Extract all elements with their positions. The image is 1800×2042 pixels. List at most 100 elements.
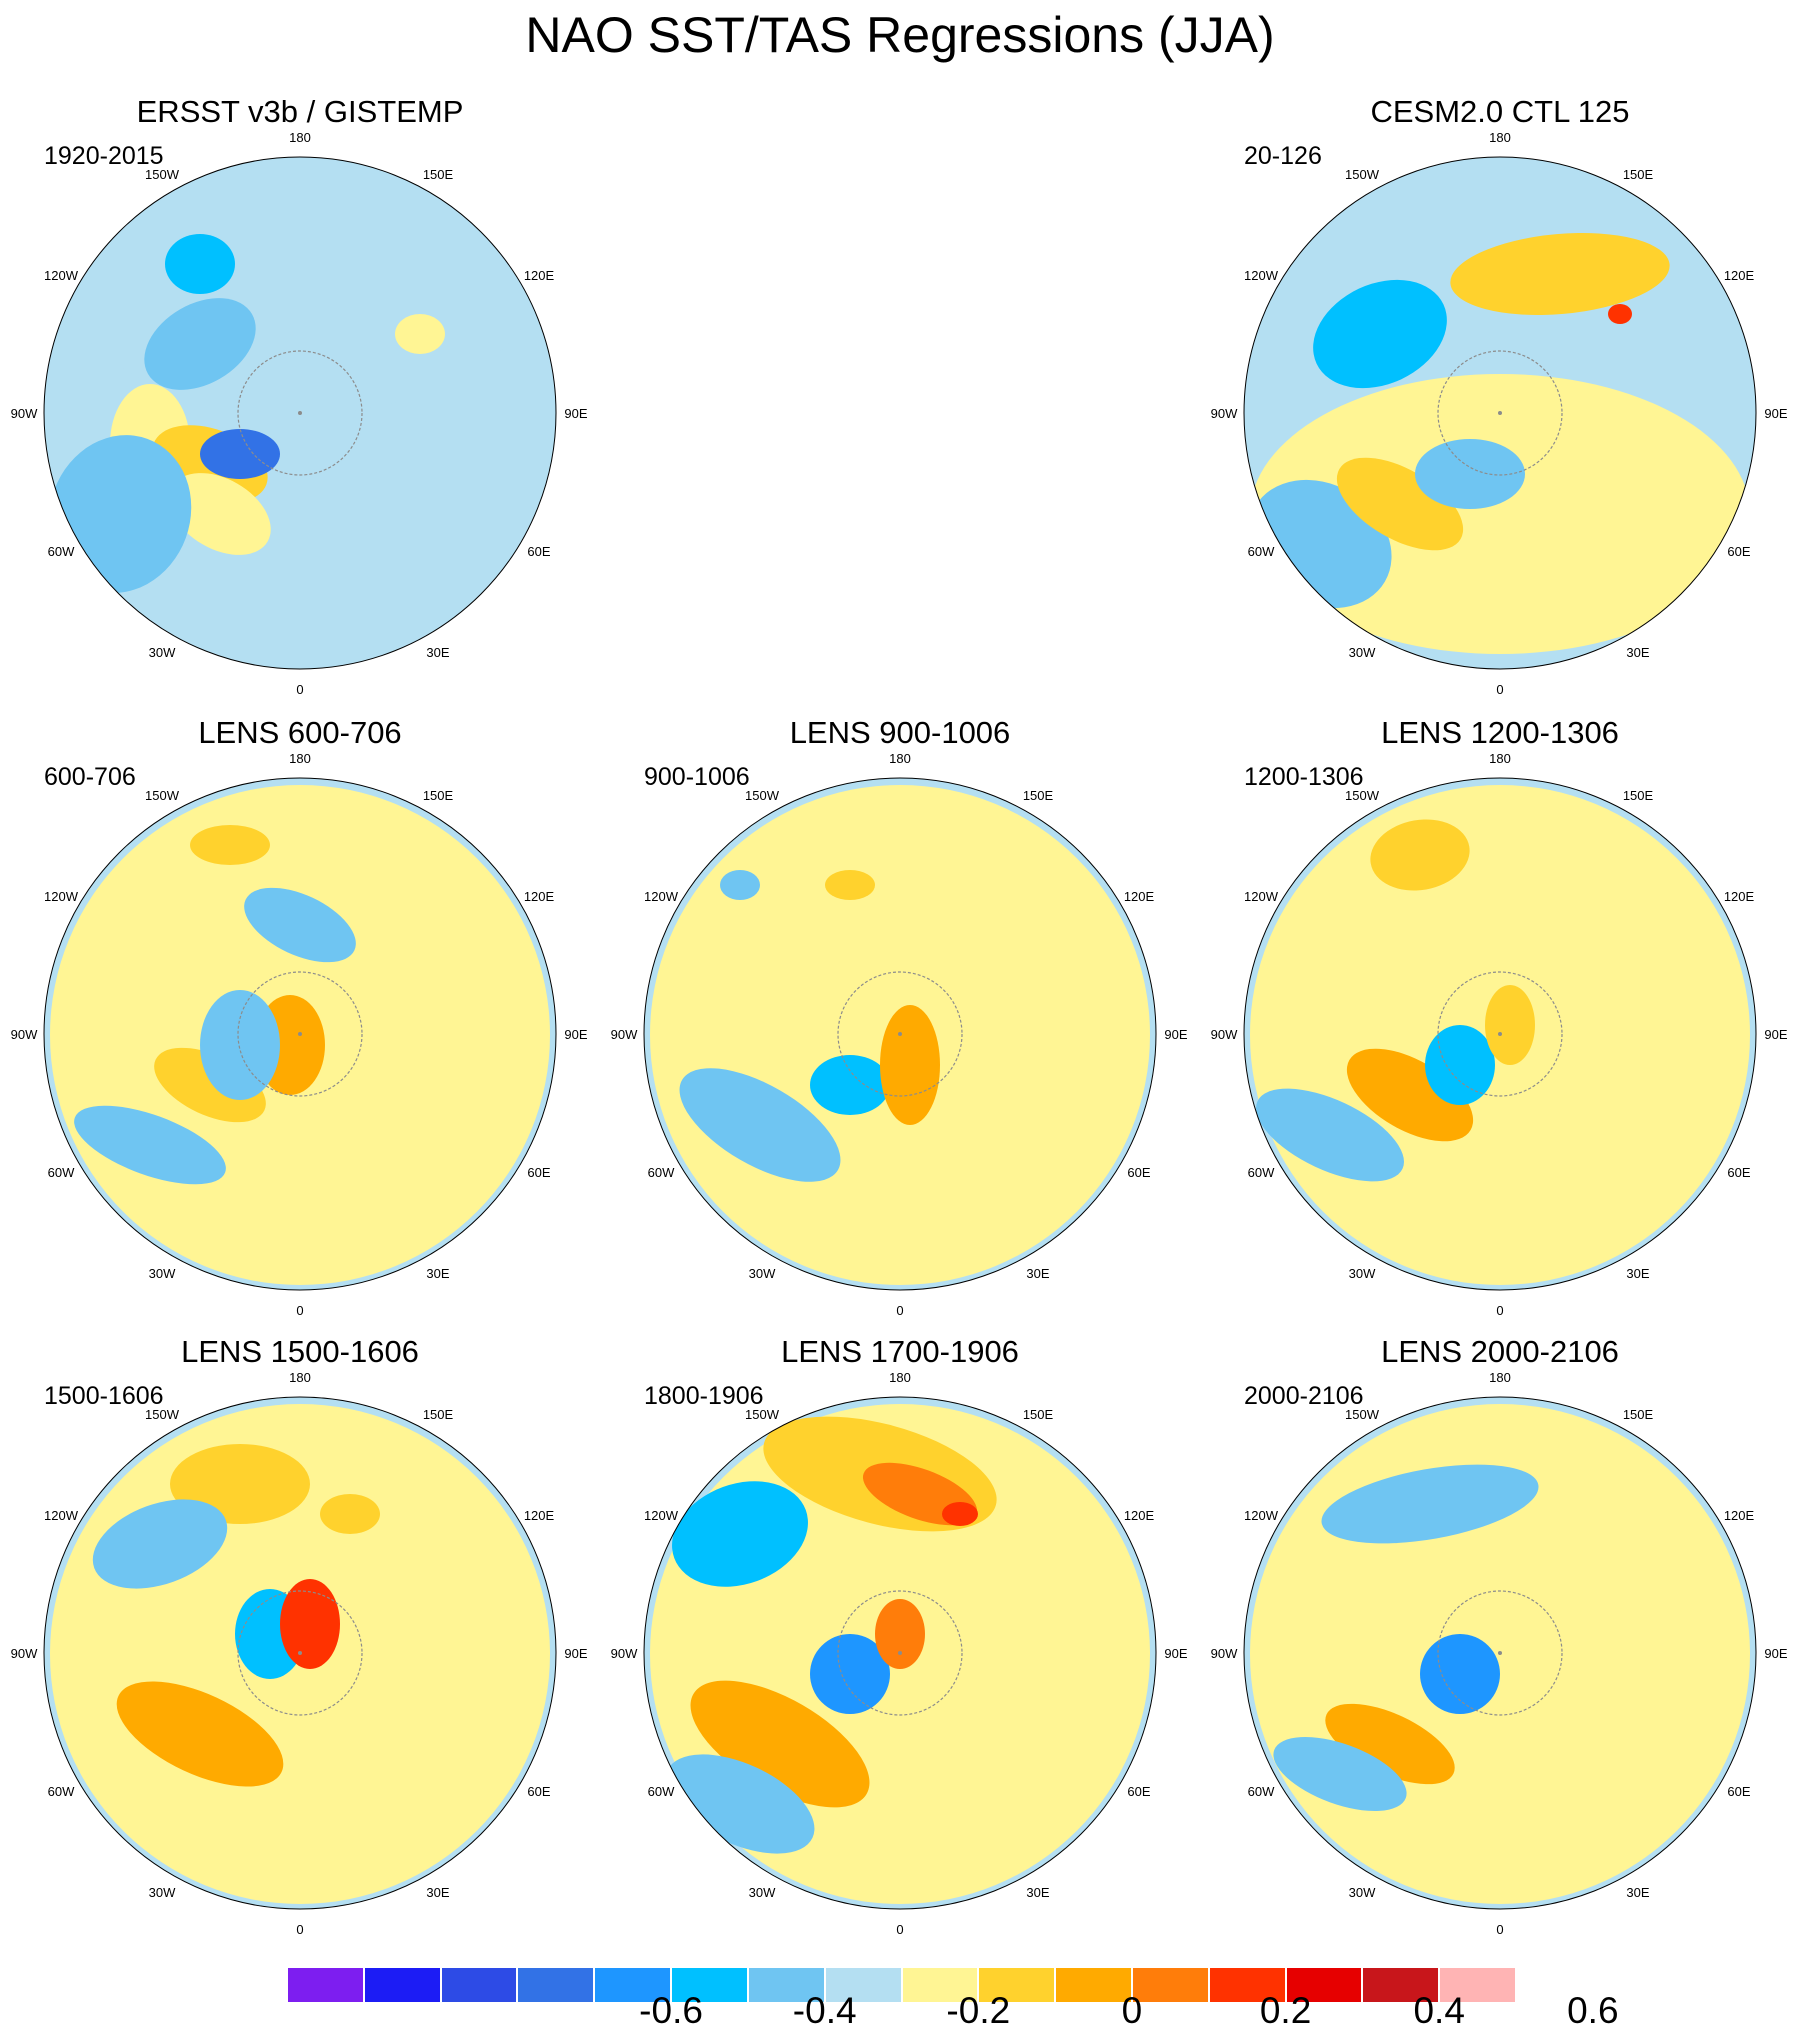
longitude-label: 0 bbox=[1496, 1922, 1503, 1937]
panel-title: LENS 900-1006 bbox=[789, 715, 1011, 750]
pole-marker bbox=[298, 1651, 302, 1655]
longitude-label: 120E bbox=[1724, 1508, 1755, 1523]
panel-title: LENS 600-706 bbox=[198, 715, 402, 750]
longitude-label: 120E bbox=[1724, 268, 1755, 283]
longitude-label: 90W bbox=[1211, 1646, 1238, 1661]
longitude-label: 30E bbox=[1626, 645, 1649, 660]
sst-anomaly bbox=[190, 825, 270, 865]
panel-title: LENS 1700-1906 bbox=[781, 1334, 1019, 1369]
longitude-label: 0 bbox=[1496, 1303, 1503, 1318]
longitude-label: 120E bbox=[524, 268, 555, 283]
colorbar-swatch bbox=[1439, 1967, 1516, 2003]
figure-title: NAO SST/TAS Regressions (JJA) bbox=[525, 7, 1275, 63]
colorbar-swatch bbox=[594, 1967, 672, 2003]
map-panel: LENS 600-706 600-706 180 150E 120E 90E 60E 30… bbox=[0, 715, 600, 1335]
polar-map: 180 150E 120E 90E 60E 30E 0 30W 60W 90W 120W 150W bbox=[11, 751, 588, 1318]
longitude-label: 90W bbox=[611, 1646, 638, 1661]
longitude-label: 150E bbox=[423, 1407, 454, 1422]
longitude-label: 60W bbox=[648, 1784, 675, 1799]
sst-anomaly bbox=[165, 234, 235, 294]
longitude-label: 120W bbox=[44, 1508, 79, 1523]
longitude-label: 150E bbox=[1623, 167, 1654, 182]
arctic-outline bbox=[237, 350, 363, 476]
colorbar-swatch bbox=[517, 1967, 595, 2003]
longitude-label: 30W bbox=[749, 1885, 776, 1900]
map-border bbox=[1243, 777, 1757, 1291]
longitude-label: 0 bbox=[296, 682, 303, 697]
longitude-label: 150W bbox=[145, 167, 180, 182]
arctic-outline bbox=[837, 1590, 963, 1716]
pole-marker bbox=[898, 1032, 902, 1036]
longitude-label: 90W bbox=[1211, 1027, 1238, 1042]
colorbar-swatch bbox=[978, 1967, 1056, 2003]
map-border bbox=[643, 777, 1157, 1291]
longitude-label: 180 bbox=[1489, 1370, 1511, 1385]
map-fill bbox=[644, 778, 1156, 1290]
map-panel: LENS 900-1006 900-1006 180 150E 120E 90E 60E… bbox=[600, 715, 1200, 1335]
longitude-label: 180 bbox=[289, 130, 311, 145]
polar-map: 180 150E 120E 90E 60E 30E 0 30W 60W 90W 120W 150W bbox=[1211, 1370, 1788, 1937]
sst-anomaly bbox=[1420, 1634, 1500, 1714]
longitude-label: 150W bbox=[745, 788, 780, 803]
longitude-label: 120E bbox=[1124, 889, 1155, 904]
sst-anomaly bbox=[810, 1055, 890, 1115]
sst-anomaly bbox=[810, 1634, 890, 1714]
polar-map: 180 150E 120E 90E 60E 30E 0 30W 60W 90W 120W 150W bbox=[11, 130, 588, 697]
map-border bbox=[643, 1396, 1157, 1910]
colorbar-swatch bbox=[747, 1967, 825, 2003]
longitude-label: 0 bbox=[296, 1303, 303, 1318]
panel-title: LENS 1500-1606 bbox=[181, 1334, 419, 1369]
sst-anomaly bbox=[1415, 439, 1525, 509]
longitude-label: 60W bbox=[648, 1165, 675, 1180]
sst-anomaly bbox=[1273, 1737, 1407, 1811]
map-fill bbox=[644, 1397, 1156, 1909]
sst-anomaly bbox=[116, 1681, 284, 1787]
map-fill bbox=[44, 778, 556, 1290]
arctic-outline bbox=[237, 1590, 363, 1716]
colorbar-swatch bbox=[1362, 1967, 1440, 2003]
sst-anomaly bbox=[60, 157, 540, 414]
longitude-label: 90E bbox=[1764, 406, 1787, 421]
longitude-label: 30E bbox=[1626, 1266, 1649, 1281]
longitude-label: 120W bbox=[1244, 268, 1279, 283]
longitude-label: 180 bbox=[289, 1370, 311, 1385]
map-panel: ERSST v3b / GISTEMP 1920-2015 180 150E 120… bbox=[0, 94, 600, 714]
map-border bbox=[43, 156, 557, 670]
longitude-label: 180 bbox=[1489, 130, 1511, 145]
panel-period: 1920-2015 bbox=[44, 142, 164, 170]
sst-anomaly bbox=[672, 1481, 808, 1587]
longitude-label: 150E bbox=[1623, 788, 1654, 803]
panel-title: CESM2.0 CTL 125 bbox=[1370, 94, 1630, 129]
panel-title: LENS 1200-1306 bbox=[1381, 715, 1619, 750]
pole-marker bbox=[298, 1032, 302, 1036]
sst-anomaly bbox=[320, 1494, 380, 1534]
longitude-label: 60W bbox=[1248, 1165, 1275, 1180]
longitude-label: 30W bbox=[149, 645, 176, 660]
polar-map: 180 150E 120E 90E 60E 30E 0 30W 60W 90W 120W 150W bbox=[611, 1370, 1188, 1937]
sst-anomaly bbox=[1336, 457, 1464, 551]
longitude-label: 90W bbox=[11, 1027, 38, 1042]
colorbar-swatch bbox=[824, 1967, 902, 2003]
pole-marker bbox=[1498, 1651, 1502, 1655]
longitude-label: 90W bbox=[1211, 406, 1238, 421]
longitude-label: 90E bbox=[1764, 1646, 1787, 1661]
pole-marker bbox=[1498, 1032, 1502, 1036]
map-border bbox=[1243, 1396, 1757, 1910]
longitude-label: 120W bbox=[1244, 889, 1279, 904]
colorbar-tick-label: 0 bbox=[1121, 1990, 1143, 2031]
longitude-label: 0 bbox=[896, 1922, 903, 1937]
sst-anomaly bbox=[280, 1579, 340, 1669]
longitude-label: 60E bbox=[527, 544, 550, 559]
longitude-label: 30E bbox=[426, 645, 449, 660]
colorbar-tick-label: 0.6 bbox=[1567, 1990, 1619, 2031]
panel-period: 1800-1906 bbox=[644, 1382, 764, 1410]
map-border bbox=[1243, 156, 1757, 670]
longitude-label: 60E bbox=[1727, 544, 1750, 559]
colorbar-swatch bbox=[440, 1967, 518, 2003]
arctic-outline bbox=[837, 971, 963, 1097]
colorbar-swatch bbox=[363, 1967, 441, 2003]
sst-anomaly bbox=[1425, 1025, 1495, 1105]
longitude-label: 0 bbox=[896, 1303, 903, 1318]
sst-anomaly bbox=[1346, 1048, 1474, 1142]
longitude-label: 30W bbox=[149, 1266, 176, 1281]
